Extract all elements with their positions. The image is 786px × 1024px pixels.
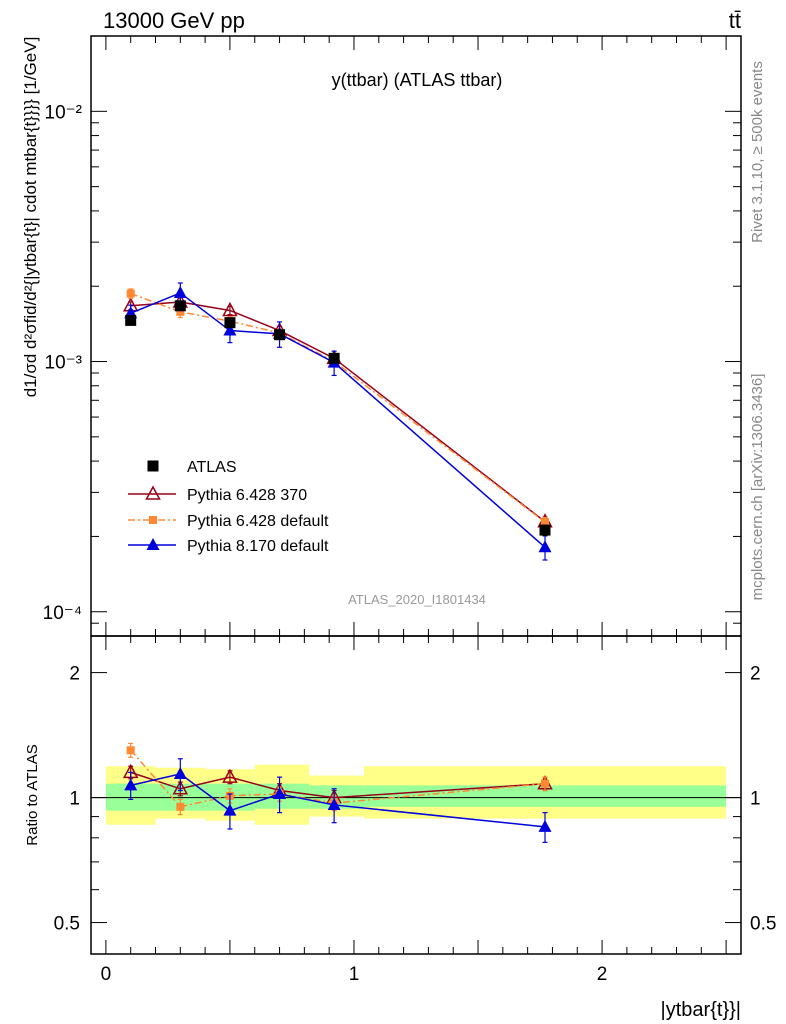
main-point-atlas (174, 300, 186, 312)
plot-title: y(ttbar) (ATLAS ttbar) (332, 70, 503, 90)
ratio-point-p6_default (541, 779, 550, 788)
main-point-p8_default (223, 323, 237, 336)
ratio-line-p8_default (130, 773, 546, 828)
main-point-atlas (328, 352, 340, 364)
rivet-version-label: Rivet 3.1.10, ≥ 500k events (749, 61, 766, 243)
main-y-axis-label: d1/σd d²σfid/d²{|ytbar{t}| cdot mtbar{t}… (21, 37, 40, 398)
x-tick-label: 2 (597, 964, 608, 985)
ratio-point-p8_default (124, 778, 138, 791)
main-y-tick-label: 10⁻³ (45, 353, 83, 374)
ratio-point-p8_default (173, 766, 187, 779)
ratio-point-p8_default (538, 819, 552, 832)
legend-marker-p6_default (149, 516, 157, 524)
legend-marker-p8_default (146, 538, 160, 550)
main-point-p8_default (538, 540, 552, 553)
ratio-y-tick-label-right: 0.5 (750, 914, 776, 935)
ratio-point-p8_default (327, 797, 341, 810)
main-point-p6_default (126, 289, 135, 298)
ratio-uncertainty-bands (105, 764, 727, 825)
main-line-p6_370 (130, 301, 546, 523)
ratio-panel-series (122, 742, 553, 843)
ratio-y-tick-label: 0.5 (54, 914, 80, 935)
mcplots-source-label: mcplots.cern.ch [arXiv:1306.3436] (749, 374, 766, 601)
main-point-atlas (539, 524, 551, 536)
energy-label: 13000 GeV pp (103, 8, 245, 33)
main-point-p8_default (173, 285, 187, 298)
ratio-line-p6_370 (130, 771, 546, 799)
ratio-point-p6_370 (222, 768, 238, 783)
ratio-point-p6_default (176, 802, 185, 811)
main-point-p6_default (176, 307, 185, 316)
legend-marker-atlas (147, 460, 159, 472)
main-panel-series (122, 282, 553, 561)
ratio-y-tick-label-right: 2 (750, 664, 761, 685)
ratio-line-p6_default (130, 749, 546, 808)
main-point-atlas (125, 314, 137, 326)
main-point-p6_370 (222, 301, 238, 317)
ratio-band-inner-5 (363, 785, 727, 807)
legend-label-p8_default: Pythia 8.170 default (187, 538, 329, 555)
main-panel-axes: 10⁻⁴ 10⁻³ 10⁻² (43, 35, 741, 637)
legend: ATLAS Pythia 6.428 370 Pythia 6.428 defaul… (128, 459, 329, 555)
legend-label-atlas: ATLAS (187, 459, 237, 476)
ratio-point-p8_default (223, 803, 237, 816)
legend-marker-p6_370 (145, 485, 161, 500)
main-point-atlas (274, 329, 286, 341)
main-point-p6_default (541, 518, 550, 527)
ratio-point-p6_default (126, 746, 135, 755)
x-axis-label: |ytbar{t}}| (661, 999, 741, 1021)
ratio-y-tick-label: 1 (69, 789, 80, 810)
process-label: tt̄ (729, 8, 741, 33)
main-line-p8_default (130, 292, 546, 548)
legend-label-p6_370: Pythia 6.428 370 (187, 487, 307, 504)
x-tick-label: 1 (349, 964, 360, 985)
ratio-y-tick-label-right: 1 (750, 789, 761, 810)
ratio-point-p8_default (273, 787, 287, 800)
ratio-y-tick-label: 2 (69, 664, 80, 685)
main-line-p6_default (130, 292, 546, 523)
x-tick-label: 0 (101, 964, 112, 985)
main-point-atlas (224, 317, 236, 329)
ratio-panel-axes: 0.5 0.5 1 1 2 2 0 1 2 (54, 636, 776, 985)
main-y-tick-label: 10⁻² (45, 102, 83, 123)
ratio-point-p6_370 (172, 780, 189, 795)
ratio-panel-frame (90, 635, 742, 955)
legend-label-p6_default: Pythia 6.428 default (187, 513, 329, 530)
main-y-tick-label: 10⁻⁴ (43, 603, 82, 624)
ratio-y-axis-label: Ratio to ATLAS (24, 744, 41, 845)
analysis-id: ATLAS_2020_I1801434 (348, 592, 486, 607)
